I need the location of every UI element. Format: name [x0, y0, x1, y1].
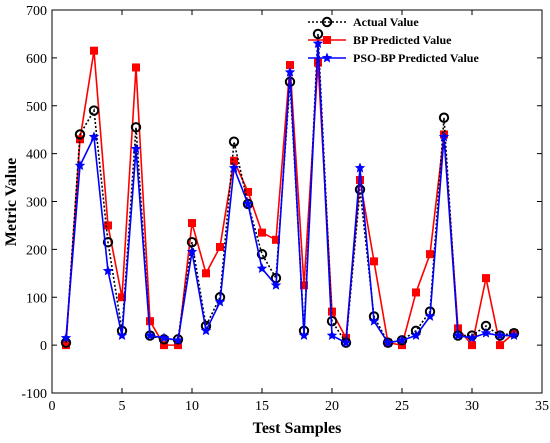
data-point	[174, 341, 182, 350]
y-tick-label: 700	[26, 4, 47, 19]
y-tick-label: 400	[26, 148, 47, 163]
data-point	[228, 136, 240, 147]
data-point	[244, 187, 252, 196]
y-tick-label: 500	[26, 100, 47, 115]
x-tick-label: 5	[119, 399, 126, 414]
data-point	[340, 337, 352, 348]
x-tick-label: 0	[49, 399, 56, 414]
data-point	[88, 105, 100, 116]
data-point	[312, 38, 324, 48]
data-point	[186, 246, 198, 257]
data-point	[284, 66, 296, 77]
data-point	[60, 332, 72, 343]
data-point	[354, 184, 366, 195]
legend-label: BP Predicted Value	[353, 33, 452, 47]
data-point	[438, 112, 450, 123]
y-tick-label: -100	[21, 387, 47, 402]
data-point	[452, 330, 464, 340]
y-tick-label: 0	[40, 339, 47, 354]
data-point	[494, 330, 506, 340]
data-point	[104, 221, 112, 230]
data-point	[116, 330, 128, 340]
data-point	[102, 236, 114, 248]
y-axis-label: Metric Value	[3, 158, 20, 246]
data-point	[298, 330, 310, 340]
data-point	[88, 131, 100, 142]
data-point	[286, 61, 294, 70]
data-point	[354, 162, 366, 173]
data-point	[102, 265, 114, 276]
data-point	[228, 162, 240, 173]
data-point	[438, 131, 450, 142]
x-axis-label: Test Samples	[253, 420, 342, 437]
data-point	[132, 63, 140, 72]
data-point	[214, 296, 226, 307]
legend-marker	[323, 36, 331, 44]
data-point	[146, 317, 154, 326]
y-tick-label: 200	[26, 243, 47, 258]
legend-label: Actual Value	[353, 15, 419, 29]
data-point	[466, 332, 478, 343]
data-point	[242, 198, 254, 209]
data-point	[130, 122, 142, 133]
legend-marker	[321, 52, 333, 63]
data-point	[144, 330, 156, 340]
data-point	[496, 341, 504, 350]
data-point	[216, 242, 224, 251]
data-point	[258, 228, 266, 237]
data-point	[382, 337, 394, 348]
data-point	[118, 293, 126, 302]
data-point	[172, 334, 184, 345]
y-tick-label: 100	[26, 291, 47, 306]
data-point	[74, 160, 86, 171]
data-point	[480, 327, 492, 338]
data-point	[202, 269, 210, 278]
data-point	[396, 334, 408, 345]
data-point	[482, 274, 490, 283]
data-point	[370, 257, 378, 266]
x-tick-label: 25	[395, 399, 409, 414]
data-point	[272, 235, 280, 244]
data-point	[270, 279, 282, 290]
data-point	[256, 263, 268, 273]
y-tick-label: 600	[26, 52, 47, 67]
legend-marker	[321, 16, 333, 28]
data-point	[326, 330, 338, 340]
data-point	[356, 175, 364, 184]
data-point	[368, 315, 380, 326]
data-point	[300, 281, 308, 290]
y-tick-label: 300	[26, 196, 47, 211]
data-point	[314, 58, 322, 67]
x-tick-label: 30	[465, 399, 479, 414]
data-point	[412, 288, 420, 297]
data-point	[230, 156, 238, 165]
data-point	[158, 332, 170, 343]
data-point	[426, 250, 434, 259]
x-tick-label: 20	[325, 399, 339, 414]
data-point	[508, 330, 520, 340]
data-point	[468, 341, 476, 350]
series-layer	[60, 28, 520, 350]
data-point	[256, 248, 268, 260]
data-point	[160, 341, 168, 350]
data-point	[130, 143, 142, 154]
data-point	[90, 46, 98, 55]
data-point	[188, 219, 196, 228]
x-tick-label: 15	[255, 399, 269, 414]
data-point	[410, 330, 422, 340]
legend: Actual Value BP Predicted Value PSO-BP Pre…	[308, 15, 479, 65]
data-point	[74, 129, 86, 140]
series-2	[60, 38, 520, 348]
x-tick-label: 10	[185, 399, 199, 414]
data-point	[62, 341, 70, 350]
legend-label: PSO-BP Predicted Value	[353, 51, 479, 65]
data-point	[424, 310, 436, 321]
series-line	[65, 33, 515, 346]
data-point	[200, 325, 212, 336]
x-tick-label: 35	[535, 399, 549, 414]
